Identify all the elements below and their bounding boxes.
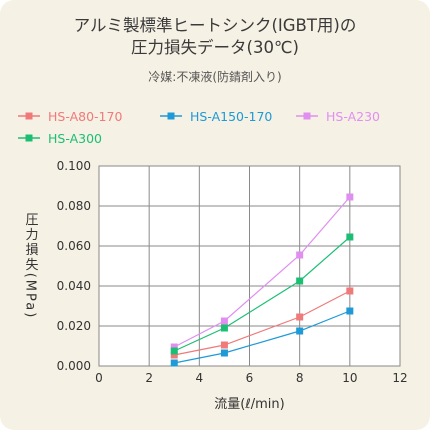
legend-marker [303, 112, 311, 120]
data-point [346, 307, 354, 315]
series-line [173, 196, 351, 348]
data-point [346, 287, 354, 295]
x-tick-label: 2 [145, 371, 153, 385]
y-tick-label: 0.080 [57, 199, 91, 213]
series-line [174, 290, 351, 356]
legend-label: HS-A80-170 [48, 109, 122, 124]
data-point [170, 351, 178, 359]
y-tick-label: 0.060 [57, 239, 91, 253]
data-point [220, 324, 228, 332]
x-tick-label: 12 [392, 371, 407, 385]
data-point [296, 277, 304, 285]
legend-marker [167, 112, 175, 120]
data-point [296, 313, 304, 321]
y-axis-label: 圧力損失(MPa) [23, 213, 39, 320]
legend-label: HS-A230 [326, 109, 380, 124]
x-tick-label: 10 [342, 371, 357, 385]
data-point [346, 233, 354, 241]
legend-label: HS-A300 [48, 131, 102, 146]
x-tick-label: 4 [196, 371, 204, 385]
legend-marker [25, 112, 33, 120]
x-tick-label: 6 [246, 371, 254, 385]
series-line [174, 310, 351, 364]
data-point [220, 349, 228, 357]
legend-marker [25, 134, 33, 142]
y-tick-label: 0.100 [57, 159, 91, 173]
data-point [220, 341, 228, 349]
data-point [220, 317, 228, 325]
chart-subtitle: 冷媒:不凍液(防錆剤入り) [148, 70, 282, 84]
x-axis-label: 流量(ℓ/min) [214, 397, 284, 412]
data-point [296, 327, 304, 335]
data-point [346, 193, 354, 201]
x-tick-label: 8 [296, 371, 304, 385]
data-point [170, 347, 178, 355]
data-point [170, 343, 178, 351]
y-tick-label: 0.000 [57, 359, 91, 373]
legend-label: HS-A150-170 [190, 109, 272, 124]
chart-title-line1: アルミ製標準ヒートシンク(IGBT用)の [73, 16, 357, 35]
data-point [170, 359, 178, 367]
y-tick-label: 0.020 [57, 319, 91, 333]
y-tick-label: 0.040 [57, 279, 91, 293]
x-tick-label: 0 [95, 371, 103, 385]
series-line [173, 236, 351, 352]
data-point [296, 251, 304, 259]
chart-title-line2: 圧力損失データ(30℃) [131, 38, 299, 57]
